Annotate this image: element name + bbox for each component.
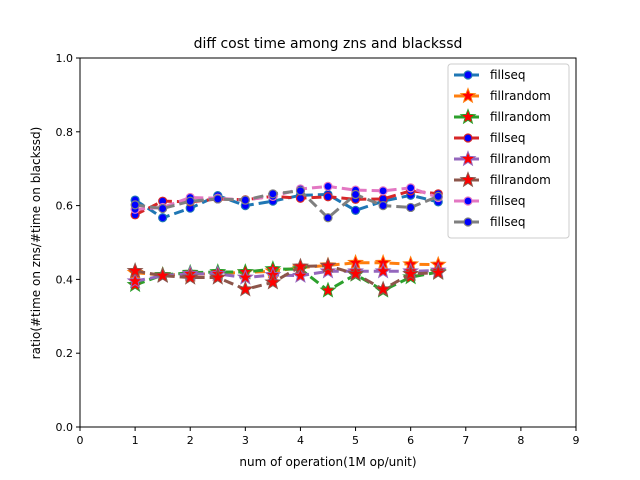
legend-item: fillseq xyxy=(454,68,525,82)
data-point xyxy=(295,186,306,196)
legend-item: fillrandom xyxy=(454,108,551,125)
data-point xyxy=(130,200,140,210)
legend-label: fillseq xyxy=(490,215,525,229)
legend-label: fillrandom xyxy=(490,152,551,166)
x-tick-label: 5 xyxy=(352,434,359,447)
y-tick-label: 0.2 xyxy=(56,347,74,360)
data-point xyxy=(319,256,337,273)
series-5 xyxy=(126,256,447,297)
x-tick-label: 6 xyxy=(407,434,414,447)
data-point xyxy=(406,183,416,193)
series-line xyxy=(134,189,439,220)
legend-box xyxy=(447,63,570,239)
data-point xyxy=(374,280,392,297)
legend-label: fillrandom xyxy=(490,173,551,187)
series-line xyxy=(134,193,439,220)
chart-title: diff cost time among zns and blackssd xyxy=(194,36,463,52)
data-point xyxy=(429,263,447,280)
data-point xyxy=(323,192,333,202)
legend-marker xyxy=(463,133,473,143)
data-point xyxy=(350,189,361,200)
y-tick-label: 0.6 xyxy=(56,200,74,213)
legend-marker xyxy=(463,217,473,227)
legend-item: fillrandom xyxy=(454,150,551,167)
data-point xyxy=(347,264,365,282)
legend-marker xyxy=(459,150,477,167)
x-tick-label: 8 xyxy=(517,434,524,447)
x-tick-label: 1 xyxy=(132,434,139,447)
data-point xyxy=(291,266,309,283)
data-point xyxy=(433,191,443,201)
data-point xyxy=(268,189,278,199)
plot-area: 0 1 2 3 4 5 6 7 8 9 0.0 0.2 0.4 0.6 0.8 1.0 xyxy=(56,52,580,447)
legend-item: fillrandom xyxy=(454,87,551,104)
data-point xyxy=(154,266,172,283)
data-point xyxy=(319,262,337,279)
y-axis-label: ratio(#time on zns/#time on blackssd) xyxy=(29,127,43,360)
data-point xyxy=(240,195,250,205)
data-point xyxy=(374,262,392,279)
data-point xyxy=(323,181,333,192)
data-point xyxy=(209,268,227,285)
legend: fillseq fillrandom fillrandom fillseq fillra… xyxy=(447,63,570,239)
legend-marker xyxy=(459,108,477,125)
data-point xyxy=(323,213,333,223)
legend-label: fillseq xyxy=(490,68,525,82)
x-tick-label: 4 xyxy=(297,434,304,447)
data-point xyxy=(181,268,199,285)
data-point xyxy=(264,273,282,290)
y-tick-label: 1.0 xyxy=(56,52,74,65)
data-point xyxy=(319,281,337,298)
y-tick-label: 0.0 xyxy=(56,421,74,434)
legend-label: fillseq xyxy=(490,194,525,208)
data-point xyxy=(158,213,168,223)
legend-item: fillseq xyxy=(454,215,525,229)
y-tick-label: 0.8 xyxy=(56,126,74,139)
legend-item: fillrandom xyxy=(454,171,551,188)
legend-marker xyxy=(459,87,477,104)
legend-marker xyxy=(459,171,477,188)
data-point xyxy=(236,280,254,297)
axes-frame xyxy=(79,57,577,428)
data-point xyxy=(185,196,195,206)
data-point xyxy=(126,262,144,279)
data-point xyxy=(378,201,388,211)
data-point xyxy=(402,264,420,282)
legend-marker xyxy=(463,196,473,206)
data-point xyxy=(213,194,223,204)
y-tick-label: 0.4 xyxy=(56,273,74,286)
legend-label: fillrandom xyxy=(490,89,551,103)
data-point xyxy=(378,186,388,196)
data-point xyxy=(126,272,144,289)
data-point xyxy=(406,202,416,213)
x-axis-label: num of operation(1M op/unit) xyxy=(239,455,416,469)
data-point xyxy=(158,203,168,214)
x-tick-label: 3 xyxy=(242,434,249,447)
x-tick-label: 7 xyxy=(462,434,469,447)
data-point xyxy=(350,205,361,215)
x-tick-label: 0 xyxy=(77,434,84,447)
legend-label: fillseq xyxy=(490,131,525,145)
legend-label: fillrandom xyxy=(490,110,551,124)
legend-marker xyxy=(463,70,473,80)
legend-item: fillseq xyxy=(454,194,525,208)
legend-item: fillseq xyxy=(454,131,525,145)
series-7 xyxy=(130,186,443,223)
x-tick-label: 9 xyxy=(573,434,580,447)
data-point xyxy=(291,257,309,274)
x-tick-label: 2 xyxy=(187,434,194,447)
